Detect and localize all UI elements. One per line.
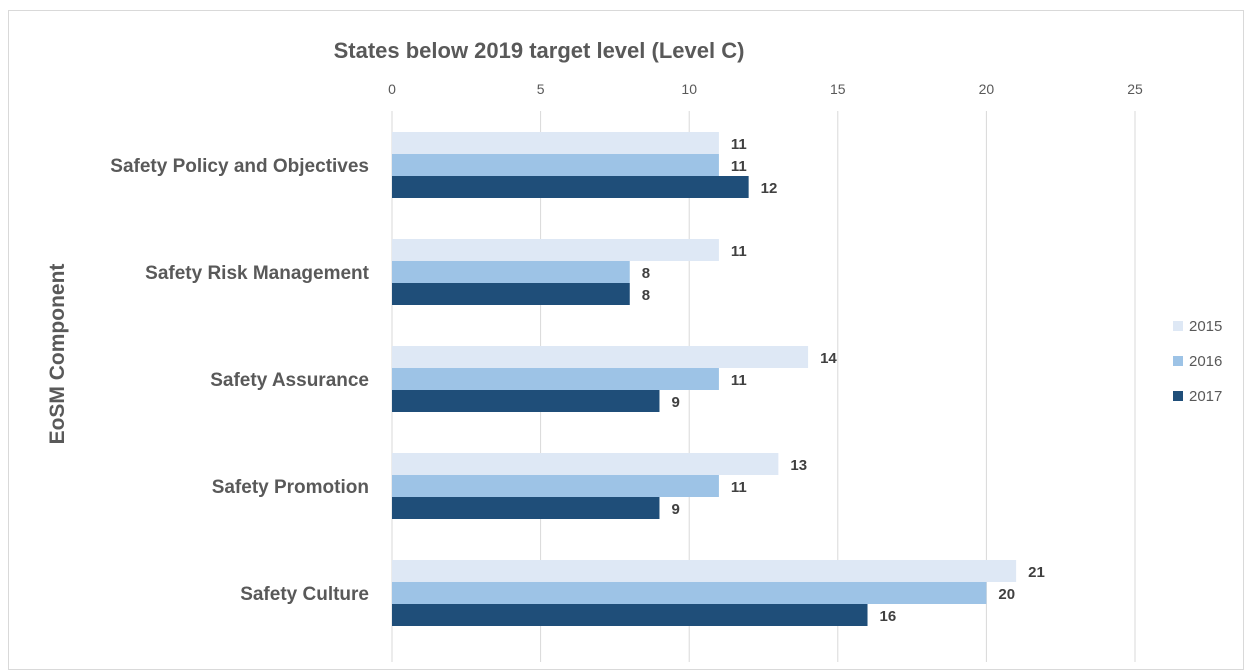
y-axis-title: EoSM Component: [46, 264, 69, 445]
bar-2017: [392, 176, 749, 198]
bar-2015: [392, 453, 779, 475]
category-label: Safety Risk Management: [145, 263, 370, 284]
data-label: 9: [671, 394, 679, 411]
data-labels: 11 11 12 11 8 8 14 11 9 13 11 9 21 20 16: [642, 136, 1045, 625]
chart-frame: States below 2019 target level (Level C)…: [8, 10, 1244, 670]
data-label: 8: [642, 265, 650, 282]
bar-2016: [392, 368, 719, 390]
chart-svg: States below 2019 target level (Level C)…: [46, 38, 1222, 662]
data-label: 21: [1028, 564, 1045, 581]
legend-swatch-2017: [1173, 391, 1183, 401]
bar-2015: [392, 560, 1017, 582]
x-tick-label: 25: [1127, 81, 1143, 97]
data-label: 16: [880, 608, 897, 625]
data-label: 9: [671, 501, 679, 518]
x-tick-label: 10: [681, 81, 697, 97]
data-label: 11: [731, 158, 747, 175]
bars: [392, 132, 1017, 626]
x-axis-ticks: 0 5 10 15 20 25: [388, 81, 1143, 97]
legend-swatch-2016: [1173, 356, 1183, 366]
x-tick-label: 15: [830, 81, 846, 97]
bar-2015: [392, 132, 719, 154]
x-tick-label: 20: [979, 81, 995, 97]
data-label: 11: [731, 136, 747, 153]
bar-2017: [392, 283, 630, 305]
legend-label: 2015: [1189, 318, 1222, 335]
data-label: 20: [998, 586, 1015, 603]
x-tick-label: 0: [388, 81, 396, 97]
data-label: 13: [790, 457, 807, 474]
category-labels: Safety Policy and Objectives Safety Risk …: [110, 156, 369, 605]
data-label: 14: [820, 350, 837, 367]
category-label: Safety Culture: [240, 584, 369, 605]
legend-label: 2016: [1189, 353, 1222, 370]
chart-title: States below 2019 target level (Level C): [334, 38, 745, 63]
data-label: 11: [731, 479, 747, 496]
data-label: 11: [731, 243, 747, 260]
category-label: Safety Assurance: [210, 370, 369, 391]
data-label: 12: [761, 180, 778, 197]
category-label: Safety Promotion: [212, 477, 369, 498]
bar-2016: [392, 261, 630, 283]
bar-2017: [392, 604, 868, 626]
bar-2015: [392, 239, 719, 261]
legend-label: 2017: [1189, 388, 1222, 405]
bar-2017: [392, 497, 660, 519]
data-label: 11: [731, 372, 747, 389]
category-label: Safety Policy and Objectives: [110, 156, 369, 177]
bar-2017: [392, 390, 660, 412]
bar-2016: [392, 154, 719, 176]
bar-2016: [392, 475, 719, 497]
x-tick-label: 5: [537, 81, 545, 97]
data-label: 8: [642, 287, 650, 304]
bar-2016: [392, 582, 987, 604]
legend-swatch-2015: [1173, 321, 1183, 331]
legend: 2015 2016 2017: [1173, 318, 1222, 405]
bar-2015: [392, 346, 809, 368]
